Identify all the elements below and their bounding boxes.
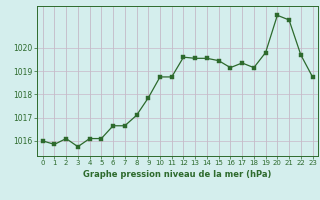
X-axis label: Graphe pression niveau de la mer (hPa): Graphe pression niveau de la mer (hPa)	[84, 170, 272, 179]
